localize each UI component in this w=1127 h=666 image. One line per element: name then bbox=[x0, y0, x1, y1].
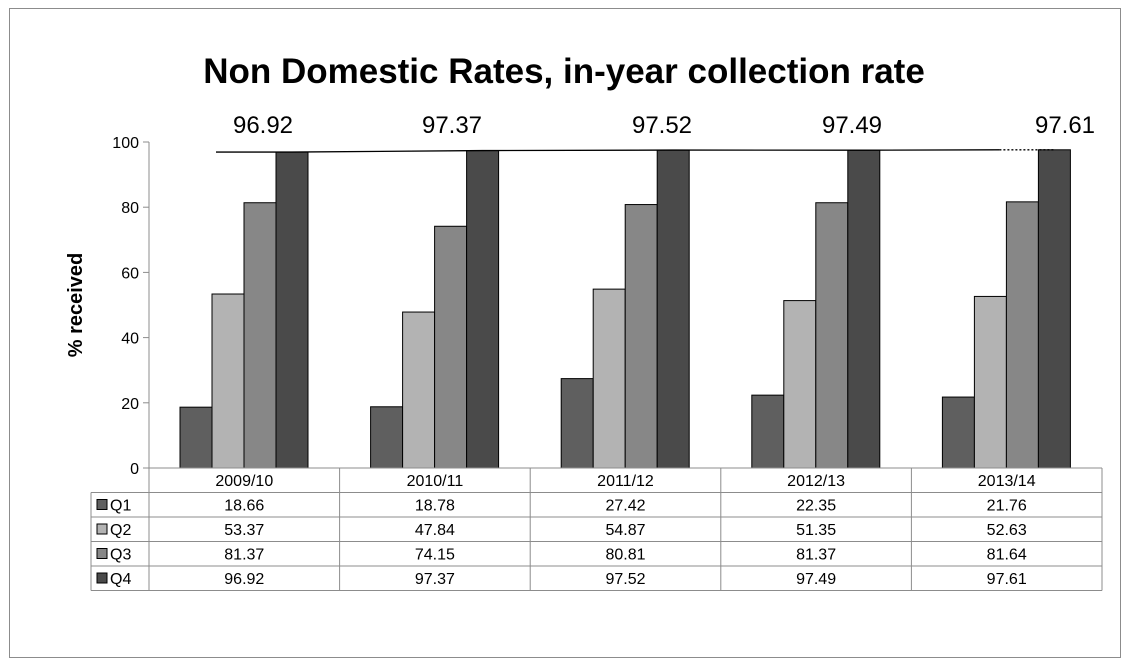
bar-q3-0 bbox=[243, 202, 277, 469]
table-row-label: Q3 bbox=[110, 547, 131, 564]
bar-q4-1 bbox=[466, 150, 500, 469]
table-cell: 22.35 bbox=[796, 498, 836, 515]
y-tick-label: 0 bbox=[130, 461, 139, 478]
bar-q1-4 bbox=[941, 396, 975, 469]
y-tick-label: 60 bbox=[121, 265, 139, 282]
table-cell: 81.64 bbox=[987, 547, 1027, 564]
bar-q2-3 bbox=[783, 300, 817, 469]
y-tick-label: 80 bbox=[121, 200, 139, 217]
bar-q2-2 bbox=[592, 288, 626, 469]
table-cell: 52.63 bbox=[987, 522, 1027, 539]
top-value-label: 97.37 bbox=[422, 112, 482, 139]
top-value-label: 97.49 bbox=[822, 112, 882, 139]
legend-swatch-q1 bbox=[96, 499, 108, 510]
bar-q2-0 bbox=[211, 293, 245, 469]
bar-q3-4 bbox=[1005, 201, 1039, 469]
table-header-cell: 2010/11 bbox=[407, 473, 464, 490]
table-cell: 47.84 bbox=[415, 522, 455, 539]
table-row-label: Q4 bbox=[110, 571, 131, 588]
table-cell: 97.52 bbox=[605, 571, 645, 588]
legend-swatch-q4 bbox=[96, 572, 108, 584]
table-cell: 74.15 bbox=[415, 547, 455, 564]
table-cell: 96.92 bbox=[224, 571, 264, 588]
y-axis-label: % received bbox=[65, 253, 87, 358]
bar-q4-0 bbox=[275, 151, 309, 469]
chart-frame bbox=[9, 8, 1121, 658]
table-cell: 18.66 bbox=[224, 498, 264, 515]
table-cell: 97.61 bbox=[987, 571, 1027, 588]
y-tick-label: 40 bbox=[121, 331, 139, 348]
table-cell: 97.37 bbox=[415, 571, 455, 588]
table-header-cell: 2013/14 bbox=[978, 473, 1036, 490]
bar-q1-3 bbox=[751, 394, 785, 469]
legend-swatch-q3 bbox=[96, 548, 108, 559]
table-cell: 97.49 bbox=[796, 571, 836, 588]
table-cell: 18.78 bbox=[415, 498, 455, 515]
bar-q1-1 bbox=[370, 406, 404, 469]
bar-q1-0 bbox=[179, 406, 213, 469]
table-header-cell: 2012/13 bbox=[787, 473, 845, 490]
bar-q3-3 bbox=[815, 202, 849, 469]
table-row-label: Q1 bbox=[110, 498, 131, 515]
table-header-cell: 2009/10 bbox=[215, 473, 273, 490]
table-row-label: Q2 bbox=[110, 522, 131, 539]
bar-q3-2 bbox=[624, 204, 658, 469]
top-value-label: 97.61 bbox=[1035, 112, 1095, 139]
chart-title: Non Domestic Rates, in-year collection r… bbox=[203, 52, 925, 91]
bar-q3-1 bbox=[434, 225, 468, 469]
legend-swatch-q2 bbox=[96, 523, 108, 535]
bar-q1-2 bbox=[560, 378, 594, 469]
bar-q4-3 bbox=[847, 149, 881, 469]
table-cell: 53.37 bbox=[224, 522, 264, 539]
table-cell: 21.76 bbox=[987, 498, 1027, 515]
table-cell: 51.35 bbox=[796, 522, 836, 539]
bar-q4-4 bbox=[1037, 149, 1071, 469]
table-cell: 81.37 bbox=[796, 547, 836, 564]
bar-q2-4 bbox=[973, 295, 1007, 469]
y-tick-label: 20 bbox=[121, 396, 139, 413]
bar-q2-1 bbox=[402, 311, 436, 469]
table-header-cell: 2011/12 bbox=[597, 473, 654, 490]
trend-line bbox=[216, 149, 1000, 153]
table-cell: 81.37 bbox=[224, 547, 264, 564]
table-cell: 54.87 bbox=[605, 522, 645, 539]
table-cell: 80.81 bbox=[605, 547, 645, 564]
table-cell: 27.42 bbox=[605, 498, 645, 515]
top-value-label: 96.92 bbox=[233, 112, 293, 139]
bar-q4-2 bbox=[656, 149, 690, 469]
top-value-label: 97.52 bbox=[632, 112, 692, 139]
y-tick-label: 100 bbox=[112, 135, 139, 152]
